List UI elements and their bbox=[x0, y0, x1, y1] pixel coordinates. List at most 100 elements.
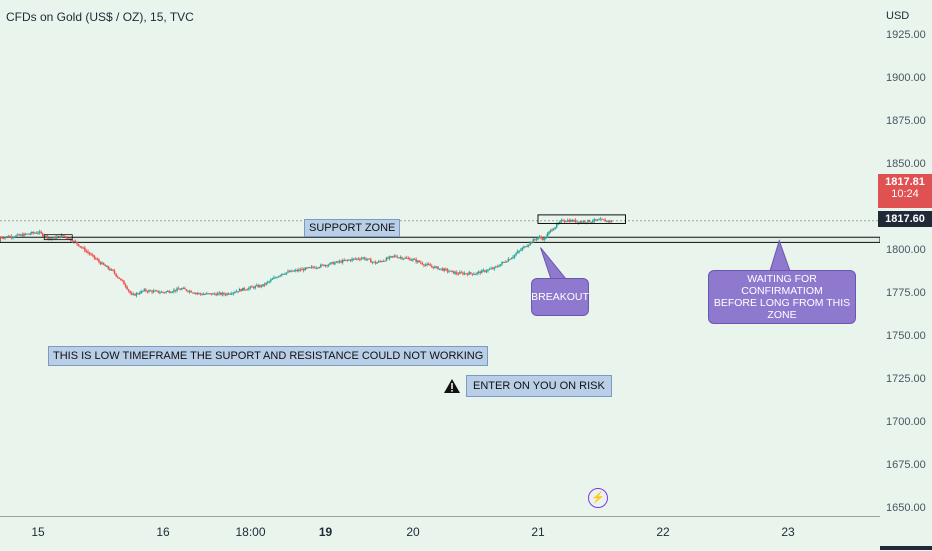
candle-body bbox=[82, 247, 85, 249]
candle-body bbox=[443, 268, 446, 271]
waiting-callout[interactable]: WAITING FOR CONFIRMATIOM BEFORE LONG FRO… bbox=[708, 270, 856, 324]
candle-body bbox=[255, 285, 258, 287]
candle-body bbox=[543, 238, 546, 240]
candle-body bbox=[155, 290, 158, 292]
candle-body bbox=[601, 218, 603, 220]
candle-body bbox=[215, 294, 217, 296]
candle-body bbox=[127, 289, 130, 291]
candle-body bbox=[10, 236, 13, 238]
candle-body bbox=[490, 268, 492, 270]
candle-body bbox=[295, 269, 297, 271]
time-axis[interactable] bbox=[0, 516, 880, 551]
candle-body bbox=[29, 233, 31, 235]
candle-body bbox=[241, 287, 244, 292]
chart-title: CFDs on Gold (US$ / OZ), 15, TVC bbox=[6, 10, 194, 24]
candle-body bbox=[248, 287, 250, 290]
candle-body bbox=[432, 266, 435, 269]
candle-body bbox=[515, 253, 517, 255]
candle-body bbox=[349, 259, 352, 261]
candle-body bbox=[187, 290, 189, 292]
candle-body bbox=[484, 270, 486, 272]
candle-body bbox=[405, 257, 408, 259]
price-chart[interactable] bbox=[0, 0, 880, 516]
candle-body bbox=[341, 260, 344, 263]
low-timeframe-note[interactable]: THIS IS LOW TIMEFRAME THE SUPORT AND RES… bbox=[48, 346, 489, 366]
candle-body bbox=[276, 277, 278, 279]
candle-body bbox=[99, 261, 102, 265]
candle-body bbox=[243, 287, 246, 290]
candle-body bbox=[270, 279, 272, 282]
candle-body bbox=[240, 289, 242, 292]
candle-body bbox=[301, 269, 303, 271]
candle-body bbox=[568, 220, 571, 222]
candle-body bbox=[235, 291, 238, 293]
candle-body bbox=[9, 236, 11, 238]
candle-body bbox=[51, 238, 53, 240]
candle-body bbox=[307, 267, 310, 269]
candle-body bbox=[227, 293, 230, 295]
candle-body bbox=[302, 269, 305, 271]
x-tick-label: 15 bbox=[31, 525, 45, 539]
support-zone-label[interactable]: SUPPORT ZONE bbox=[304, 219, 401, 237]
candle-body bbox=[441, 268, 444, 271]
candle-body bbox=[2, 237, 5, 239]
candle-body bbox=[41, 233, 44, 236]
candle-body bbox=[462, 272, 464, 275]
candle-body bbox=[454, 272, 456, 274]
candle-body bbox=[352, 258, 355, 260]
candle-body bbox=[335, 261, 338, 263]
candle-body bbox=[20, 234, 22, 236]
candle-body bbox=[604, 219, 606, 222]
candle-body bbox=[551, 229, 553, 231]
candle-body bbox=[387, 257, 389, 259]
candle-body bbox=[184, 288, 186, 290]
candle-body bbox=[34, 232, 36, 234]
candle-body bbox=[380, 261, 383, 263]
x-tick-label: 22 bbox=[656, 525, 670, 539]
candle-body bbox=[321, 264, 324, 266]
candle-body bbox=[532, 239, 535, 243]
candle-body bbox=[362, 257, 364, 259]
candle-body bbox=[298, 269, 300, 271]
candle-body bbox=[316, 267, 319, 269]
price-axis[interactable] bbox=[880, 0, 932, 516]
candle-body bbox=[545, 237, 547, 239]
candle-body bbox=[474, 273, 477, 275]
candle-body bbox=[129, 290, 131, 294]
candle-body bbox=[605, 220, 608, 222]
candle-body bbox=[566, 220, 569, 222]
candle-body bbox=[0, 237, 2, 239]
candle-body bbox=[205, 293, 208, 295]
candle-body bbox=[145, 289, 147, 292]
candle-body bbox=[130, 293, 133, 295]
candle-body bbox=[371, 261, 374, 263]
x-tick-label: 18:00 bbox=[235, 525, 266, 539]
candle-body bbox=[290, 270, 292, 272]
candle-body bbox=[479, 271, 481, 274]
candle-body bbox=[93, 255, 96, 259]
candle-body bbox=[384, 260, 386, 262]
breakout-callout[interactable]: BREAKOUT bbox=[531, 278, 589, 316]
candle-body bbox=[177, 288, 180, 290]
candle-body bbox=[160, 291, 163, 293]
lightning-icon[interactable]: ⚡ bbox=[588, 488, 608, 508]
candle-body bbox=[141, 290, 144, 292]
candle-body bbox=[541, 238, 544, 240]
candle-body bbox=[540, 236, 542, 239]
y-tick-label: 1725.00 bbox=[886, 373, 926, 385]
candle-body bbox=[48, 238, 50, 240]
candle-body bbox=[554, 227, 556, 230]
risk-note[interactable]: ENTER ON YOU ON RISK bbox=[466, 375, 612, 397]
candle-body bbox=[262, 284, 264, 287]
candle-body bbox=[132, 293, 135, 295]
candle-body bbox=[499, 264, 502, 267]
candle-body bbox=[1, 237, 3, 239]
candle-body bbox=[427, 263, 430, 265]
candle-body bbox=[504, 261, 506, 263]
candle-body bbox=[209, 293, 211, 295]
candle-body bbox=[116, 276, 119, 278]
axis-corner bbox=[880, 546, 932, 550]
candle-body bbox=[176, 288, 178, 291]
candle-body bbox=[507, 259, 510, 262]
candle-body bbox=[466, 273, 469, 275]
